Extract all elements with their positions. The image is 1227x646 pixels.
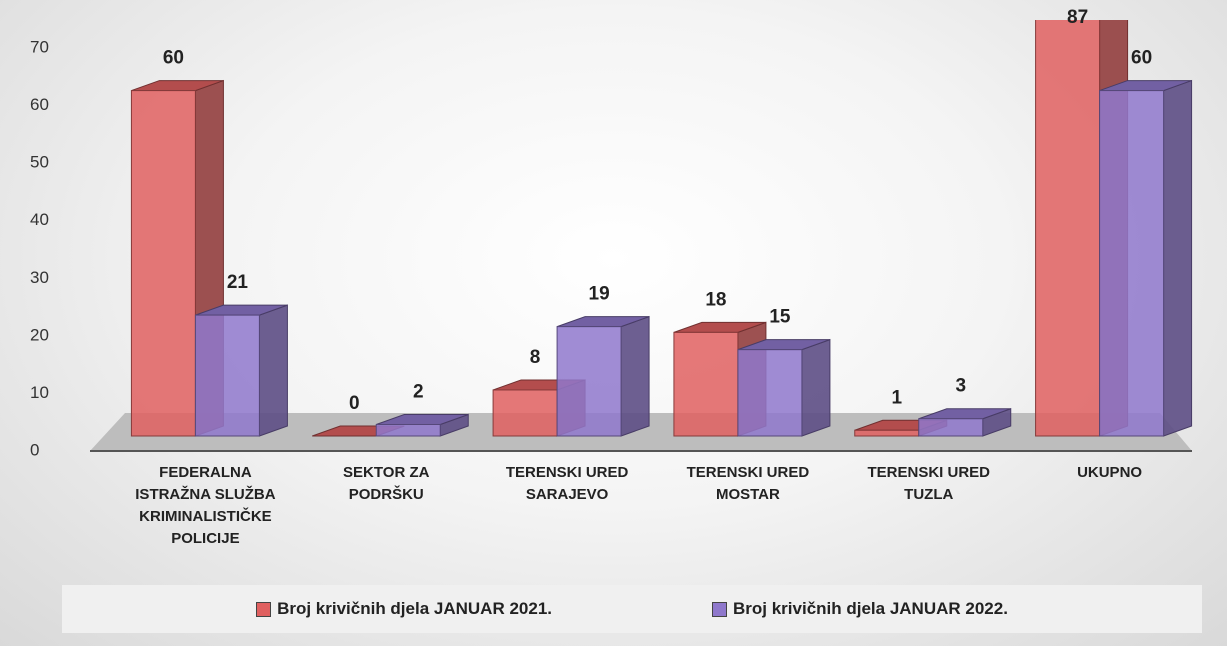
legend-item: Broj krivičnih djela JANUAR 2022. [712, 599, 1008, 619]
bar-side [801, 338, 831, 437]
y-tick-label: 40 [30, 210, 49, 229]
value-label: 60 [163, 48, 184, 69]
x-tick-label: UKUPNO [1077, 464, 1143, 481]
y-tick-label: 50 [30, 153, 49, 172]
bar-front [854, 429, 920, 437]
bar [1099, 79, 1193, 437]
legend-label: Broj krivičnih djela JANUAR 2021. [277, 599, 552, 618]
bar-front [375, 423, 441, 437]
value-label: 2 [413, 382, 424, 403]
y-tick-label: 70 [30, 37, 49, 56]
bar-front [556, 326, 622, 437]
bar-front [492, 389, 558, 437]
bar [556, 315, 650, 437]
value-label: 8 [530, 347, 541, 368]
legend-item: Broj krivičnih djela JANUAR 2021. [256, 599, 552, 619]
legend-swatch [256, 601, 272, 617]
x-tick-label: FEDERALNA ISTRAŽNA SLUŽBA KRIMINALISTIČK… [135, 464, 276, 547]
y-tick-label: 10 [30, 383, 49, 402]
value-label: 1 [891, 387, 902, 408]
bar [194, 304, 288, 437]
bar [375, 413, 469, 437]
y-tick-label: 20 [30, 325, 49, 344]
y-tick-label: 60 [30, 95, 49, 114]
value-label: 87 [1067, 7, 1088, 28]
bar-side [1163, 79, 1193, 437]
bar-side [258, 304, 288, 437]
value-label: 3 [955, 376, 966, 397]
value-label: 21 [227, 272, 249, 293]
bar [737, 338, 831, 437]
bar-front [1099, 90, 1165, 437]
legend-label: Broj krivičnih djela JANUAR 2022. [733, 599, 1008, 618]
legend-swatch [712, 601, 727, 617]
bar-front [918, 418, 984, 437]
value-label: 18 [705, 289, 726, 310]
value-label: 19 [589, 284, 610, 305]
bar-front [1035, 20, 1101, 437]
bar-front [737, 349, 803, 437]
y-tick-label: 30 [30, 268, 49, 287]
legend: Broj krivičnih djela JANUAR 2021. Broj kr… [62, 585, 1202, 633]
bars [130, 20, 1193, 437]
value-label: 60 [1131, 48, 1152, 69]
value-label: 15 [769, 307, 791, 328]
x-tick-label: SEKTOR ZA PODRŠKU [343, 464, 430, 503]
value-label: 0 [349, 393, 360, 414]
x-tick-label: TERENSKI URED SARAJEVO [505, 464, 629, 503]
y-tick-label: 0 [30, 440, 39, 459]
bar-side [620, 315, 650, 437]
bar-front [130, 90, 196, 437]
bar-front [673, 331, 739, 437]
x-tick-label: TERENSKI URED MOSTAR [686, 464, 810, 503]
x-tick-label: TERENSKI URED TUZLA [867, 464, 990, 503]
bar-front [194, 314, 260, 437]
bar [918, 408, 1012, 437]
